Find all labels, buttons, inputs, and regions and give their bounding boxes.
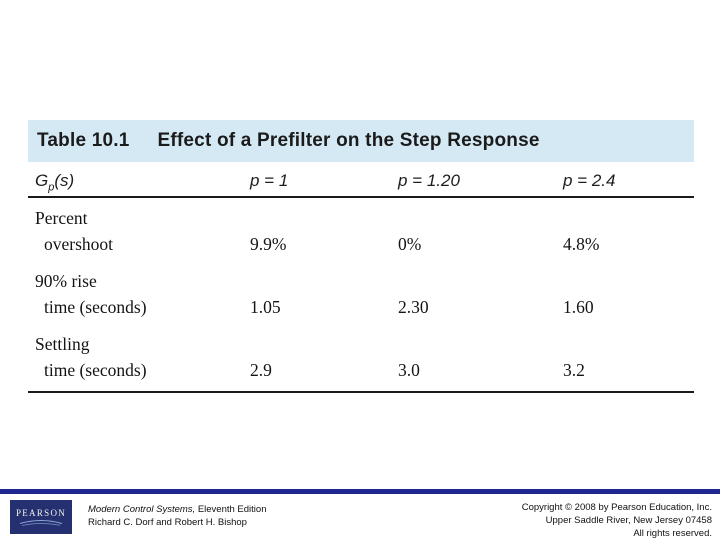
cell-value: 2.9 (250, 360, 272, 380)
column-header-p1: p = 1 (250, 171, 289, 190)
table-row-percent-overshoot: Percent overshoot 9.9% 0% 4.8% (28, 198, 694, 257)
column-header-p120: p = 1.20 (398, 171, 460, 190)
row-label: 90% rise time (seconds) (35, 271, 147, 317)
footer-book-title: Modern Control Systems, Eleventh Edition (88, 504, 267, 515)
table-bottom-rule (28, 391, 694, 393)
copyright-line-1: Copyright © 2008 by Pearson Education, I… (521, 502, 712, 513)
cell-value: 1.05 (250, 297, 281, 317)
cell-value: 0% (398, 234, 422, 254)
copyright-line-3: All rights reserved. (633, 528, 712, 539)
column-header-p24: p = 2.4 (563, 171, 616, 190)
row-label: Percent overshoot (35, 208, 114, 254)
table-number: Table 10.1 (37, 130, 130, 151)
footer-authors: Richard C. Dorf and Robert H. Bishop (88, 517, 247, 528)
pearson-swoosh-icon (19, 520, 63, 526)
row-label: Settling time (seconds) (35, 334, 147, 380)
pearson-logo-text: PEARSON (15, 508, 67, 518)
copyright-line-2: Upper Saddle River, New Jersey 07458 (545, 515, 712, 526)
table-title-band: Table 10.1 Effect of a Prefilter on the … (28, 120, 694, 162)
cell-value: 3.0 (398, 360, 420, 380)
footer-divider-line (0, 489, 720, 494)
cell-value: 4.8% (563, 234, 600, 254)
pearson-logo: PEARSON (10, 500, 72, 534)
transfer-function-label: Gp(s) (35, 171, 75, 194)
table-row-settling-time: Settling time (seconds) 2.9 3.0 3.2 (28, 320, 694, 391)
cell-value: 9.9% (250, 234, 287, 254)
cell-value: 1.60 (563, 297, 594, 317)
cell-value: 2.30 (398, 297, 429, 317)
footer-book-info: Modern Control Systems, Eleventh Edition… (88, 503, 266, 529)
table-title: Effect of a Prefilter on the Step Respon… (157, 130, 540, 151)
footer-copyright: Copyright © 2008 by Pearson Education, I… (522, 501, 712, 540)
prefilter-table: Table 10.1 Effect of a Prefilter on the … (28, 120, 694, 393)
table-row-rise-time: 90% rise time (seconds) 1.05 2.30 1.60 (28, 257, 694, 320)
cell-value: 3.2 (563, 360, 585, 380)
table-header-row: Gp(s) p = 1 p = 1.20 p = 2.4 (28, 162, 694, 198)
